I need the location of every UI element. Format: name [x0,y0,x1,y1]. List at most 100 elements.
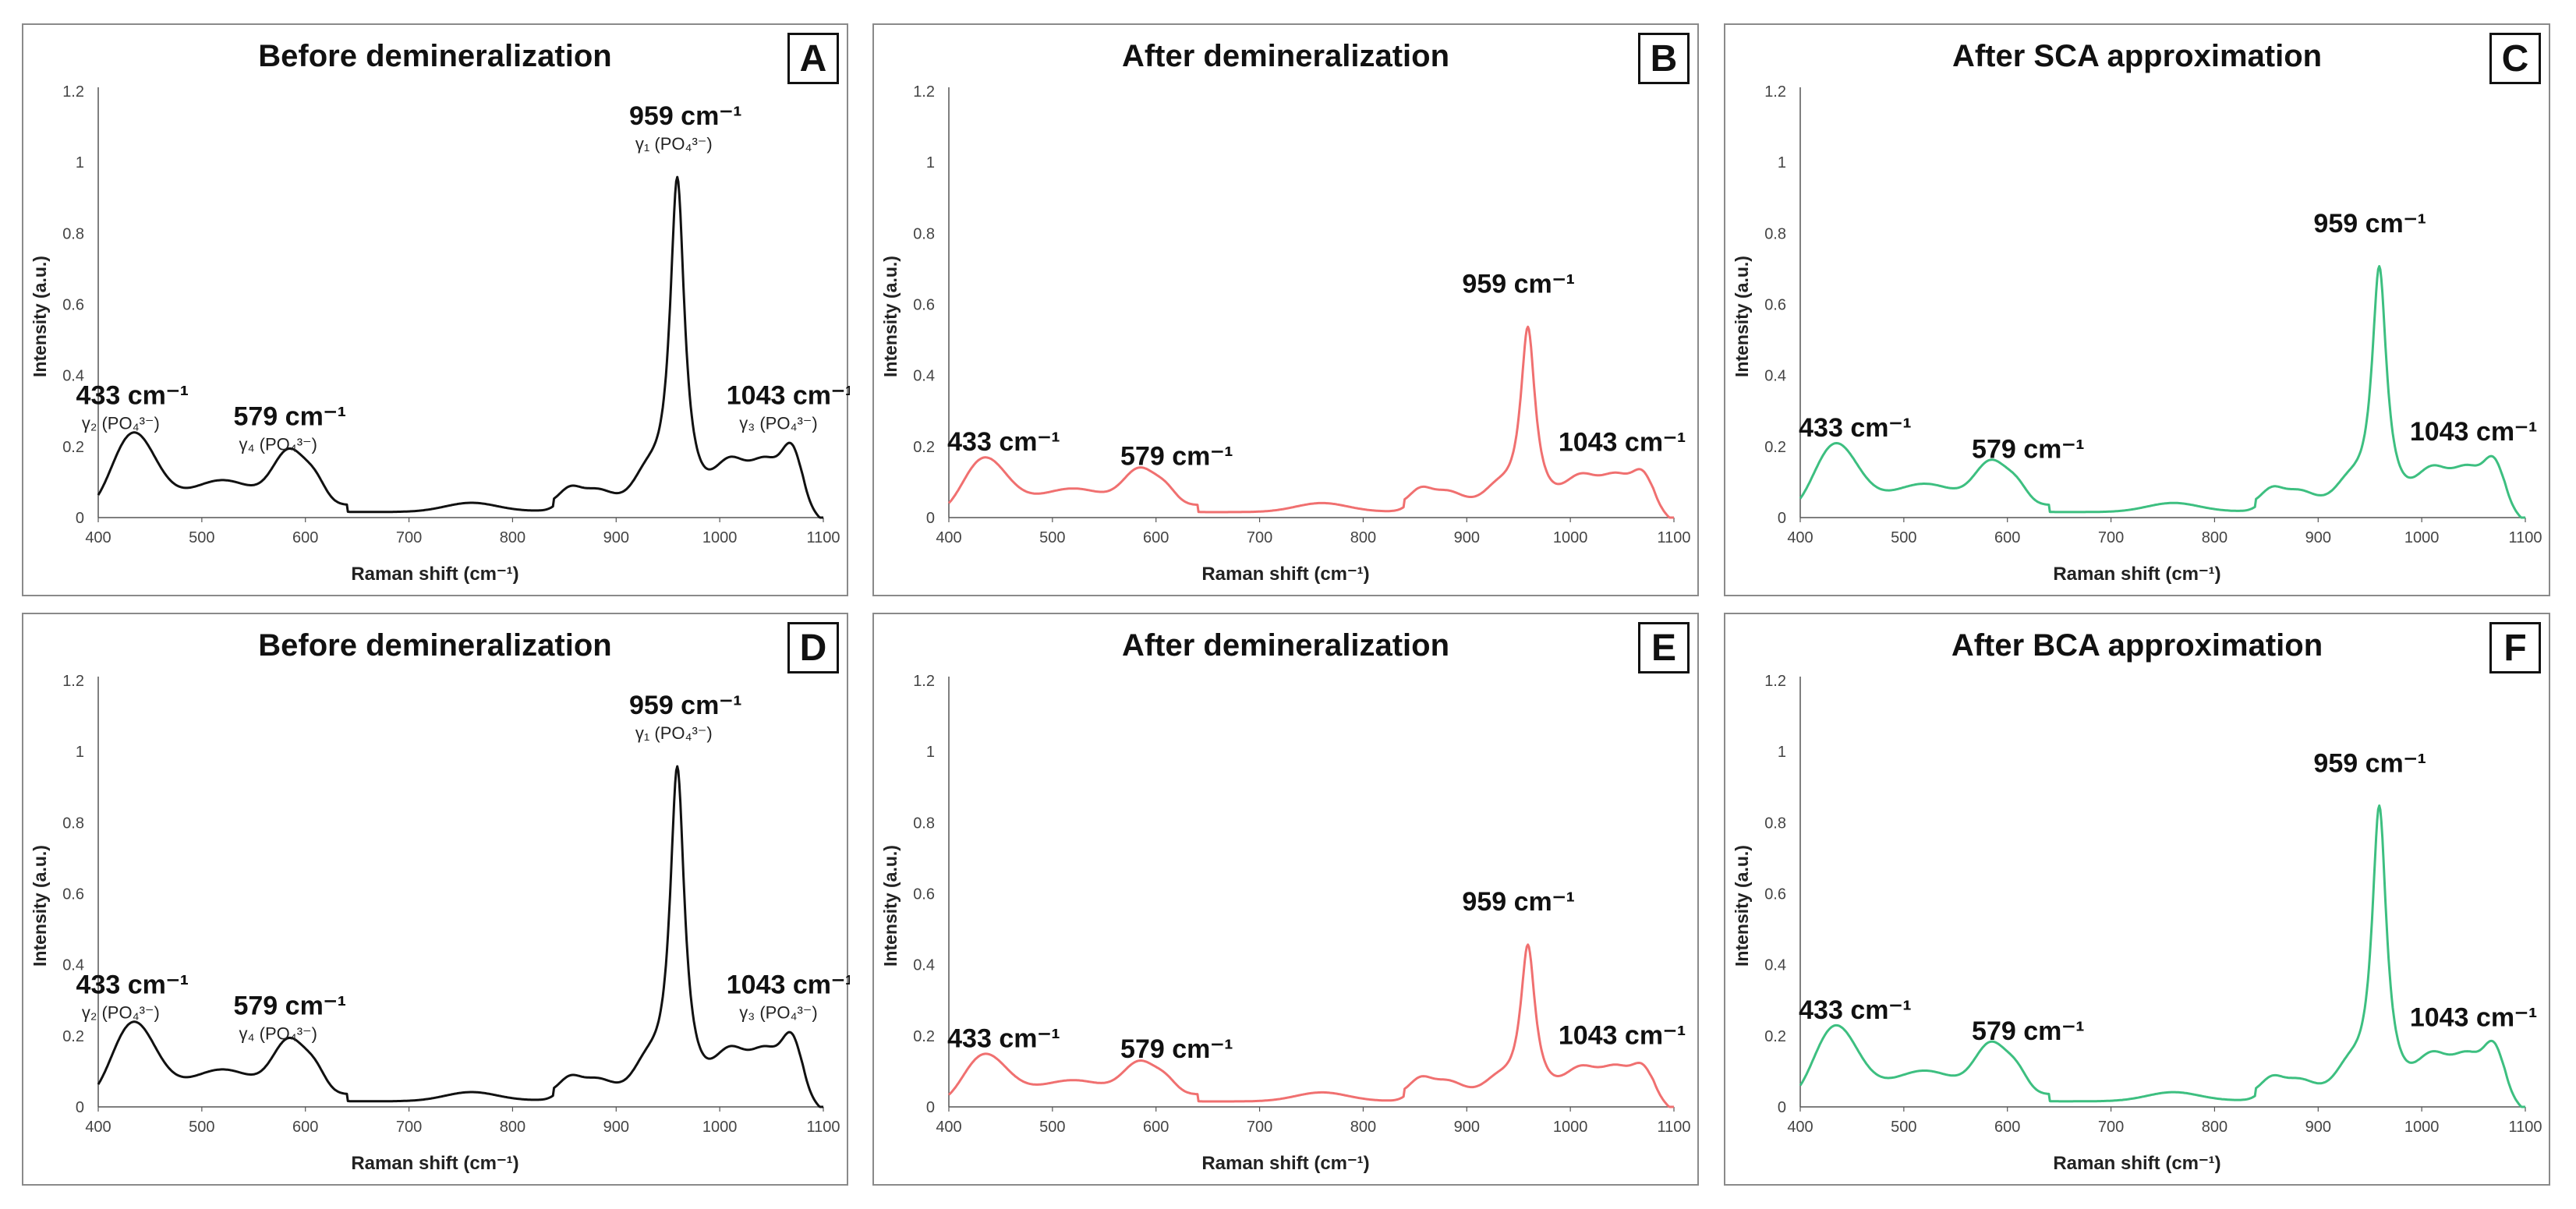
assignment-label: γ₁ (PO₄³⁻) [635,723,713,743]
y-tick-label: 0.2 [913,439,935,456]
x-tick-label: 800 [1350,1119,1376,1136]
x-tick-label: 800 [2202,529,2227,546]
panel-f: After BCA approximation F Intensity (a.u.)… [1724,613,2550,1186]
spectrum-line [947,325,1675,519]
panel-title: After BCA approximation [1951,628,2323,663]
x-tick-label: 900 [1454,1119,1480,1136]
assignment-label: γ₃ (PO₄³⁻) [739,1002,817,1022]
spectrum-chart: 400 500 600 700 800 900 1000 1100 0 0.2 0.4 0.6 0.8 1… [913,673,1690,1136]
y-tick-label: 0.8 [1764,225,1786,242]
x-tick-label: 1000 [702,1119,738,1136]
y-tick-label: 0.4 [913,957,935,974]
peak-label: 959 cm⁻¹ [629,101,742,131]
panel-letter: A [787,33,839,84]
peak-label: 433 cm⁻¹ [76,970,189,999]
x-tick-label: 600 [1143,529,1169,546]
y-tick-label: 0 [926,510,935,527]
panel-title: Before demineralization [258,628,612,663]
y-tick-label: 0 [1778,1099,1786,1116]
y-tick-label: 0.4 [913,368,935,385]
x-axis-label: Raman shift (cm⁻¹) [1201,564,1370,585]
peak-label: 959 cm⁻¹ [1462,270,1575,299]
x-tick-label: 1000 [2404,1119,2440,1136]
y-tick-label: 0 [76,510,84,527]
peak-label: 433 cm⁻¹ [1799,413,1912,443]
panel-title: After SCA approximation [1951,39,2323,73]
assignment-label: γ₁ (PO₄³⁻) [635,134,713,154]
spectrum-line [97,765,824,1108]
x-tick-label: 600 [1994,529,2020,546]
assignment-label: γ₂ (PO₄³⁻) [82,413,160,433]
y-tick-label: 0.2 [62,439,84,456]
y-tick-label: 0.8 [913,225,935,242]
y-tick-label: 1.2 [62,83,84,101]
y-tick-label: 1.2 [62,673,84,690]
x-tick-label: 500 [1891,1119,1916,1136]
y-tick-label: 1.2 [1764,83,1786,101]
x-axis-label: Raman shift (cm⁻¹) [2053,564,2221,585]
peak-label: 579 cm⁻¹ [1972,434,2085,464]
y-tick-label: 1 [926,154,935,171]
peak-label: 579 cm⁻¹ [1972,1016,2085,1046]
x-tick-label: 500 [189,1119,214,1136]
y-tick-label: 1 [926,744,935,761]
x-tick-label: 1100 [806,529,840,546]
peak-label: 1043 cm⁻¹ [1559,1020,1686,1050]
y-tick-label: 0.2 [1764,439,1786,456]
spectrum-chart: 400 500 600 700 800 900 1000 1100 0 0.2 0.4 0.6 0.8 1… [62,83,850,546]
y-tick-label: 0.4 [62,957,84,974]
x-tick-label: 900 [2305,529,2331,546]
x-tick-label: 900 [1454,529,1480,546]
x-tick-label: 900 [2305,1119,2331,1136]
x-tick-label: 900 [603,529,629,546]
peak-label: 579 cm⁻¹ [1120,1034,1233,1064]
x-tick-label: 400 [936,1119,961,1136]
peak-label: 959 cm⁻¹ [629,691,742,720]
spectrum-chart: 400 500 600 700 800 900 1000 1100 0 0.2 0.4 0.6 0.8 1… [1764,83,2542,546]
y-tick-label: 1 [76,744,84,761]
peak-label: 1043 cm⁻¹ [2410,417,2538,447]
peak-label: 579 cm⁻¹ [233,992,346,1021]
y-tick-label: 0.4 [1764,368,1786,385]
peak-label: 433 cm⁻¹ [1799,995,1912,1025]
y-tick-label: 0 [926,1099,935,1116]
y-tick-label: 0.6 [62,886,84,903]
x-tick-label: 700 [396,529,422,546]
y-tick-label: 1 [76,154,84,171]
y-tick-label: 0.8 [62,225,84,242]
y-tick-label: 1.2 [1764,673,1786,690]
x-axis-label: Raman shift (cm⁻¹) [351,564,519,585]
panel-letter: C [2489,33,2541,84]
x-tick-label: 600 [1994,1119,2020,1136]
peak-label: 579 cm⁻¹ [233,402,346,432]
y-tick-label: 0.8 [1764,815,1786,832]
x-tick-label: 1100 [2508,529,2542,546]
panel-title: After demineralization [1121,628,1450,663]
x-tick-label: 500 [189,529,214,546]
y-tick-label: 0.4 [1764,957,1786,974]
peak-label: 959 cm⁻¹ [1462,887,1575,917]
peak-label: 959 cm⁻¹ [2313,748,2426,778]
y-tick-label: 0.2 [62,1028,84,1045]
x-tick-label: 700 [396,1119,422,1136]
x-tick-label: 900 [603,1119,629,1136]
y-tick-label: 0.6 [1764,297,1786,314]
y-tick-label: 1.2 [913,673,935,690]
assignment-label: γ₂ (PO₄³⁻) [82,1002,160,1022]
x-tick-label: 400 [1787,1119,1813,1136]
y-tick-label: 0.6 [62,297,84,314]
x-axis-label: Raman shift (cm⁻¹) [1201,1153,1370,1174]
y-tick-label: 0 [1778,510,1786,527]
assignment-label: γ₄ (PO₄³⁻) [239,435,317,454]
x-tick-label: 800 [500,1119,525,1136]
peak-label: 959 cm⁻¹ [2313,209,2426,239]
panel-a: Before demineralization A Intensity (a.u.)… [22,23,850,596]
peak-label: 1043 cm⁻¹ [727,380,850,410]
x-tick-label: 600 [292,529,318,546]
spectrum-line [1799,265,2526,519]
x-axis-label: Raman shift (cm⁻¹) [351,1153,519,1174]
x-tick-label: 400 [85,529,111,546]
y-tick-label: 1 [1778,744,1786,761]
y-tick-label: 0 [76,1099,84,1116]
assignment-label: γ₄ (PO₄³⁻) [239,1024,317,1044]
